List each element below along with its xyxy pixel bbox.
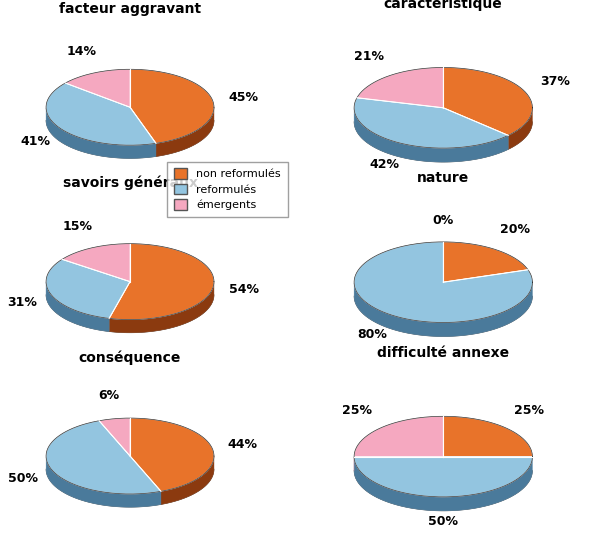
- Text: 41%: 41%: [20, 135, 50, 148]
- Polygon shape: [357, 68, 443, 108]
- Polygon shape: [354, 242, 532, 323]
- Polygon shape: [66, 69, 130, 107]
- Text: 42%: 42%: [369, 159, 400, 171]
- Polygon shape: [354, 457, 532, 497]
- Polygon shape: [161, 456, 214, 505]
- Title: nature: nature: [417, 171, 469, 185]
- Polygon shape: [46, 108, 156, 159]
- Text: 44%: 44%: [228, 438, 258, 451]
- Polygon shape: [354, 282, 532, 336]
- Title: conséquence: conséquence: [79, 350, 181, 365]
- Polygon shape: [99, 418, 130, 456]
- Polygon shape: [508, 108, 532, 149]
- Text: 54%: 54%: [229, 283, 259, 296]
- Polygon shape: [109, 244, 214, 319]
- Legend: non reformulés, reformulés, émergents: non reformulés, reformulés, émergents: [167, 162, 288, 217]
- Text: 0%: 0%: [433, 214, 454, 227]
- Text: 50%: 50%: [8, 472, 38, 485]
- Title: caractéristique: caractéristique: [384, 0, 502, 11]
- Polygon shape: [46, 259, 130, 318]
- Title: difficulté annexe: difficulté annexe: [377, 346, 509, 360]
- Title: savoirs généraux: savoirs généraux: [63, 176, 197, 190]
- Text: 50%: 50%: [428, 515, 458, 528]
- Polygon shape: [354, 108, 508, 162]
- Polygon shape: [354, 416, 443, 457]
- Text: 15%: 15%: [63, 221, 93, 233]
- Text: 21%: 21%: [353, 50, 384, 63]
- Text: 14%: 14%: [66, 45, 96, 58]
- Polygon shape: [443, 416, 532, 457]
- Polygon shape: [109, 282, 214, 333]
- Polygon shape: [46, 421, 161, 494]
- Polygon shape: [46, 282, 109, 331]
- Polygon shape: [354, 457, 532, 511]
- Polygon shape: [62, 244, 130, 282]
- Text: 6%: 6%: [98, 389, 119, 402]
- Text: 25%: 25%: [514, 404, 544, 417]
- Polygon shape: [46, 83, 156, 145]
- Text: 25%: 25%: [342, 404, 372, 417]
- Polygon shape: [156, 107, 214, 156]
- Polygon shape: [46, 457, 161, 507]
- Text: 31%: 31%: [7, 296, 37, 309]
- Polygon shape: [130, 69, 214, 143]
- Text: 45%: 45%: [228, 91, 258, 104]
- Polygon shape: [443, 242, 528, 282]
- Polygon shape: [130, 418, 214, 492]
- Text: 20%: 20%: [500, 223, 530, 236]
- Text: 37%: 37%: [540, 75, 570, 88]
- Polygon shape: [443, 68, 532, 135]
- Title: facteur aggravant: facteur aggravant: [59, 2, 201, 16]
- Polygon shape: [354, 98, 508, 148]
- Text: 80%: 80%: [357, 329, 387, 341]
